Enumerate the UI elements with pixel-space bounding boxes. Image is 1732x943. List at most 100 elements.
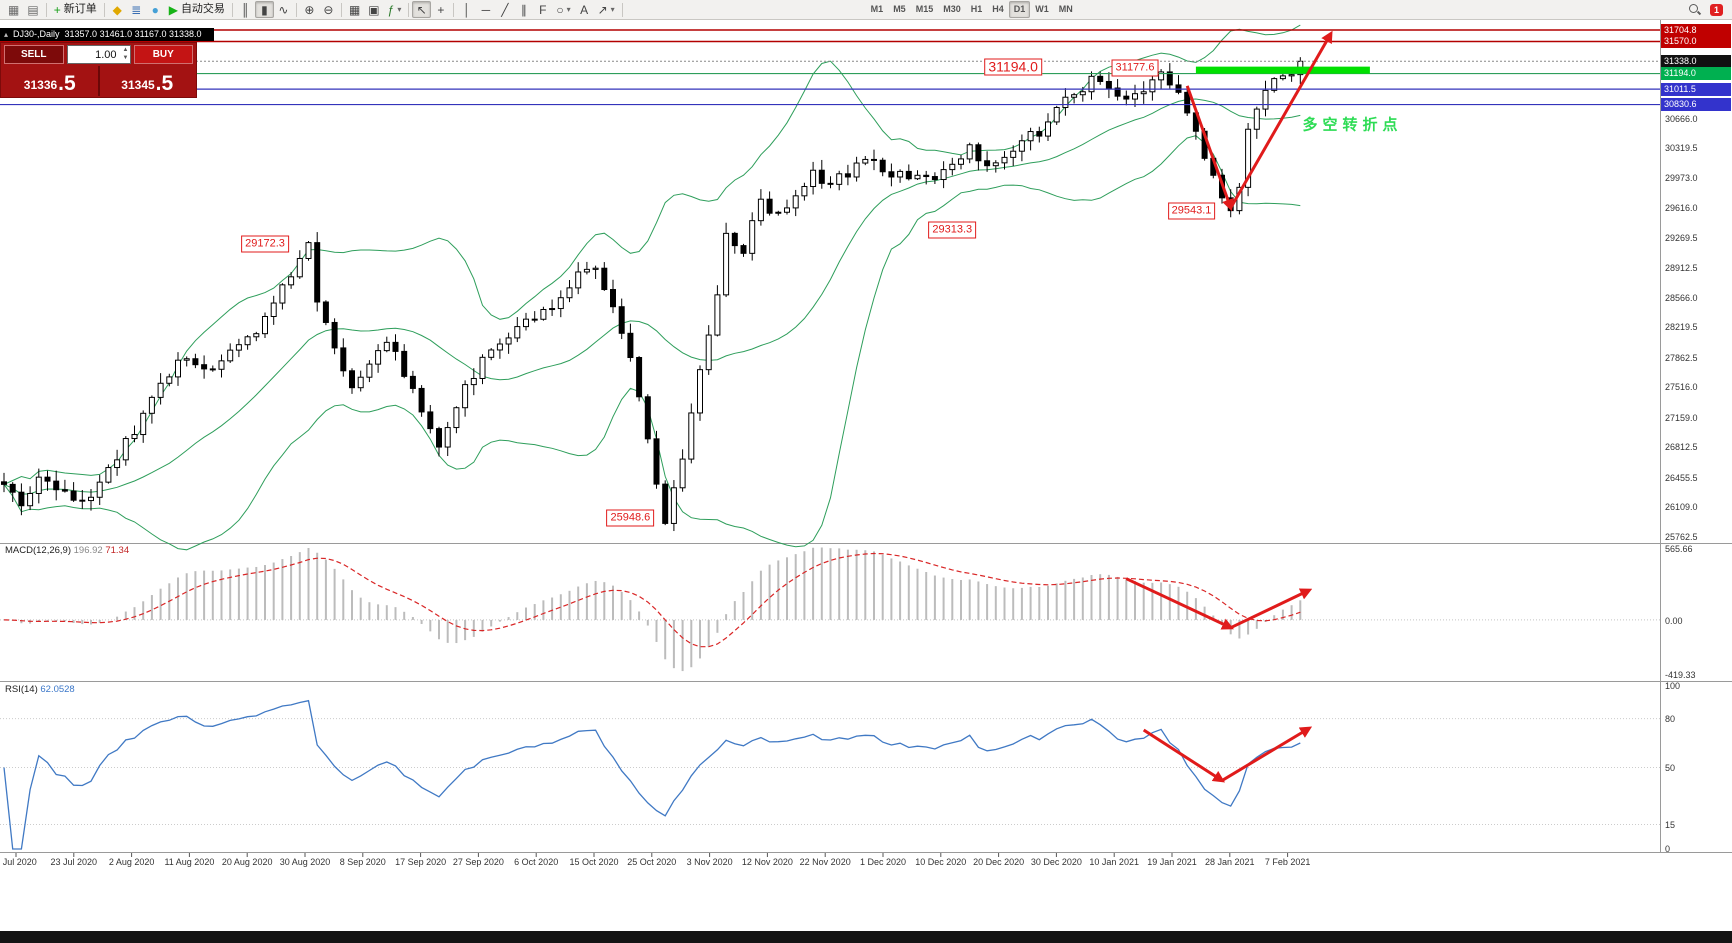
zoom-in-button[interactable]: ⊕ — [300, 1, 319, 18]
toolbar-separator — [621, 2, 623, 17]
dropdown-caret-icon: ▾ — [397, 4, 402, 14]
toolbar-separator — [103, 2, 105, 17]
new-order-icon: + — [53, 2, 61, 17]
timeframe-w1-button[interactable]: W1 — [1035, 4, 1049, 14]
macd-title: MACD(12,26,9) — [5, 545, 71, 556]
stepper-up-icon[interactable]: ▲ — [122, 47, 129, 53]
fibonacci-icon: F — [539, 2, 547, 17]
timeframe-m1-button[interactable]: M1 — [870, 4, 884, 14]
search-button[interactable] — [1684, 1, 1705, 18]
cursor-icon: ↖ — [416, 2, 427, 17]
indicators-button[interactable]: ƒ ▾ — [384, 1, 406, 18]
volume-input[interactable]: 1.00 ▲ ▼ — [66, 45, 131, 64]
toolbar-separator — [408, 2, 410, 17]
trendline-icon: ╱ — [501, 2, 509, 17]
market-depth-button[interactable]: ≣ — [127, 1, 146, 18]
toolbar-separator — [45, 2, 47, 17]
sell-price-frac: .5 — [58, 72, 76, 95]
macd-indicator-label: MACD(12,26,9) 196.92 71.34 — [5, 545, 129, 556]
top-toolbar: ▦ ▤ + 新订单 ◆ ≣ ● ▶ 自动交易 ║ ▮ ∿ ⊕ ⊖ ▦ ▣ ƒ ▾ ↖ + │ ─ ╱ ∥ F ○ ▾ A ↗ ▾ M1 M5 M… — [0, 0, 1732, 20]
line-chart-button[interactable]: ∿ — [274, 1, 293, 18]
bar-chart-icon: ║ — [241, 2, 250, 17]
chart-ohlc-values: 31357.0 31461.0 31167.0 31338.0 — [64, 29, 202, 39]
crosshair-icon: + — [437, 2, 445, 17]
timeframe-d1-button[interactable]: D1 — [1008, 1, 1031, 18]
history-center-icon: ● — [151, 2, 159, 17]
timeframe-m30-button[interactable]: M30 — [943, 4, 961, 14]
trendline-button[interactable]: ╱ — [495, 1, 514, 18]
timeframe-m15-button[interactable]: M15 — [915, 4, 934, 14]
market-depth-icon: ≣ — [131, 2, 142, 17]
rsi-indicator-label: RSI(14) 62.0528 — [5, 684, 75, 695]
auto-trading-label: 自动交易 — [180, 3, 225, 15]
candlestick-chart-button[interactable]: ▮ — [254, 1, 274, 18]
macd-signal-value: 71.34 — [105, 545, 130, 556]
buy-price[interactable]: 31345.5 — [102, 66, 194, 96]
chart-profile-button[interactable]: ▤ — [23, 1, 42, 18]
stepper-down-icon[interactable]: ▼ — [122, 55, 129, 61]
timeframe-h4-button[interactable]: H4 — [992, 4, 1004, 14]
timeframe-h1-button[interactable]: H1 — [970, 4, 983, 14]
toolbar-separator — [295, 2, 297, 17]
chart-symbol-period: DJ30-,Daily — [13, 29, 60, 39]
history-center-button[interactable]: ● — [146, 1, 165, 18]
horizontal-line-button[interactable]: ─ — [476, 1, 495, 18]
volume-stepper[interactable]: ▲ ▼ — [123, 46, 129, 62]
shapes-button[interactable]: ○ ▾ — [552, 1, 574, 18]
vertical-line-button[interactable]: │ — [457, 1, 476, 18]
chart-title-bar: ▴ DJ30-,Daily 31357.0 31461.0 31167.0 31… — [0, 28, 214, 41]
vertical-line-icon: │ — [463, 2, 471, 17]
one-click-trade-panel: SELL 1.00 ▲ ▼ BUY 31336.5 31345.5 — [0, 42, 197, 98]
sell-price-main: 31336 — [23, 78, 58, 93]
zoom-out-button[interactable]: ⊖ — [319, 1, 338, 18]
toolbar-separator — [231, 2, 233, 17]
new-order-label: 新订单 — [63, 3, 97, 15]
scalping-icon: ◆ — [112, 2, 122, 17]
cursor-button[interactable]: ↖ — [412, 1, 432, 18]
auto-arrange-icon: ▣ — [368, 2, 380, 17]
line-chart-icon: ∿ — [278, 2, 289, 17]
crosshair-button[interactable]: + — [431, 1, 450, 18]
timeframe-mn-button[interactable]: MN — [1058, 4, 1073, 14]
buy-price-frac: .5 — [155, 72, 174, 95]
dropdown-caret-icon: ▾ — [566, 4, 571, 14]
scalping-button[interactable]: ◆ — [108, 1, 127, 18]
sell-price[interactable]: 31336.5 — [4, 66, 96, 96]
chart-window-button[interactable]: ▦ — [4, 1, 23, 18]
text-label-button[interactable]: A — [575, 1, 594, 18]
dropdown-caret-icon: ▾ — [610, 4, 615, 14]
indicators-icon: ƒ — [387, 2, 395, 17]
auto-arrange-button[interactable]: ▣ — [364, 1, 383, 18]
sell-button[interactable]: SELL — [4, 45, 64, 64]
new-order-button[interactable]: + 新订单 — [50, 1, 101, 18]
chart-window-icon: ▦ — [8, 2, 20, 17]
text-label-icon: A — [580, 2, 589, 17]
notification-badge[interactable]: 1 — [1709, 3, 1723, 16]
macd-main-value: 196.92 — [73, 545, 103, 556]
equidistant-channel-button[interactable]: ∥ — [514, 1, 533, 18]
rsi-value: 62.0528 — [40, 684, 75, 695]
zoom-in-icon: ⊕ — [304, 2, 315, 17]
search-icon — [1688, 3, 1701, 16]
bar-chart-button[interactable]: ║ — [236, 1, 255, 18]
zoom-out-icon: ⊖ — [323, 2, 334, 17]
tile-windows-icon: ▦ — [348, 2, 361, 17]
toolbar-separator — [340, 2, 342, 17]
arrow-tools-button[interactable]: ↗ ▾ — [594, 1, 619, 18]
auto-trading-button[interactable]: ▶ 自动交易 — [165, 1, 229, 18]
equidistant-channel-icon: ∥ — [520, 2, 527, 17]
arrow-tools-icon: ↗ — [597, 2, 608, 17]
auto-trading-icon: ▶ — [168, 2, 178, 17]
timeframe-m5-button[interactable]: M5 — [893, 4, 906, 14]
buy-button[interactable]: BUY — [133, 45, 193, 64]
toolbar-separator — [453, 2, 455, 17]
tile-windows-button[interactable]: ▦ — [345, 1, 364, 18]
chart-title-icon: ▴ — [4, 30, 9, 39]
bottom-bar — [0, 931, 1732, 943]
horizontal-line-icon: ─ — [481, 2, 491, 17]
fibonacci-button[interactable]: F — [533, 1, 552, 18]
volume-value: 1.00 — [95, 48, 117, 61]
price-divider — [97, 66, 100, 96]
